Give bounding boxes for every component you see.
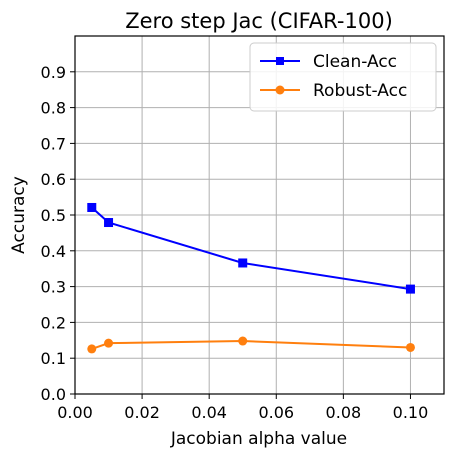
legend-label-clean-acc: Clean-Acc — [313, 52, 397, 72]
chart-title: Zero step Jac (CIFAR-100) — [125, 9, 393, 33]
y-tick-label: 0.3 — [41, 278, 66, 297]
y-ticks: 0.0 0.1 0.2 0.3 0.4 0.5 0.6 0.7 0.8 0.9 — [41, 63, 75, 404]
data-point-clean-acc — [87, 202, 97, 212]
data-point-clean-acc — [104, 218, 114, 228]
x-axis-label: Jacobian alpha value — [170, 429, 347, 449]
legend-marker-robust-acc — [275, 85, 285, 95]
x-tick-label: 0.10 — [393, 403, 429, 422]
data-point-robust-acc — [104, 338, 114, 348]
y-tick-label: 0.6 — [41, 170, 66, 189]
data-point-robust-acc — [238, 336, 248, 346]
legend-marker-clean-acc — [276, 57, 284, 65]
y-tick-label: 0.1 — [41, 349, 66, 368]
data-point-robust-acc — [405, 342, 415, 352]
series-line-clean-acc — [91, 206, 411, 291]
y-tick-label: 0.0 — [41, 385, 66, 404]
y-tick-label: 0.7 — [41, 134, 66, 153]
x-tick-label: 0.06 — [258, 403, 294, 422]
y-tick-label: 0.4 — [41, 242, 66, 261]
y-axis-label: Accuracy — [9, 176, 29, 254]
series-layer — [87, 202, 415, 354]
x-tick-label: 0.08 — [326, 403, 362, 422]
x-tick-label: 0.02 — [124, 403, 160, 422]
legend: Clean-Acc Robust-Acc — [249, 42, 437, 112]
y-tick-label: 0.8 — [41, 99, 66, 118]
data-point-clean-acc — [238, 258, 248, 268]
data-point-robust-acc — [87, 344, 97, 354]
x-tick-label: 0.00 — [57, 403, 93, 422]
x-ticks: 0.00 0.02 0.04 0.06 0.08 0.10 — [57, 394, 428, 422]
y-tick-label: 0.9 — [41, 63, 66, 82]
data-point-clean-acc — [405, 284, 415, 294]
series-line-robust-acc — [91, 340, 411, 350]
x-tick-label: 0.04 — [191, 403, 227, 422]
y-tick-label: 0.5 — [41, 206, 66, 225]
legend-label-robust-acc: Robust-Acc — [313, 81, 407, 101]
y-tick-label: 0.2 — [41, 313, 66, 332]
